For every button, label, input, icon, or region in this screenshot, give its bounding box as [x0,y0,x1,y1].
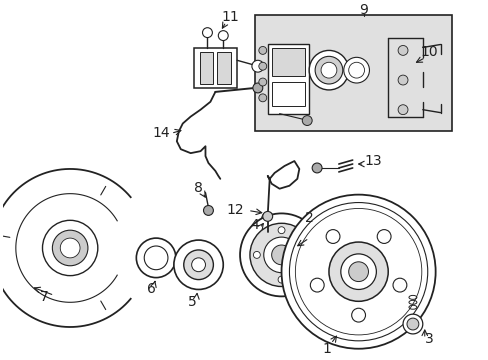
Text: 7: 7 [40,291,49,304]
Circle shape [402,314,422,334]
Circle shape [321,62,336,78]
Circle shape [52,230,88,266]
Circle shape [202,28,212,37]
Bar [271,49,305,76]
Circle shape [258,62,266,70]
Circle shape [328,242,387,301]
Circle shape [253,251,260,258]
Text: 5: 5 [188,295,197,309]
Bar [193,49,237,88]
Circle shape [258,46,266,54]
Text: 8: 8 [194,181,203,195]
Circle shape [302,251,309,258]
Circle shape [258,78,266,86]
Circle shape [271,245,291,265]
Circle shape [311,163,322,173]
Circle shape [376,230,390,243]
Text: 14: 14 [152,126,169,140]
Text: 13: 13 [364,154,382,168]
Text: 10: 10 [420,45,438,59]
Circle shape [314,57,342,84]
Bar [217,53,231,84]
Circle shape [308,50,348,90]
Circle shape [60,238,80,258]
Circle shape [397,75,407,85]
Circle shape [325,230,339,243]
Circle shape [174,240,223,289]
Circle shape [351,308,365,322]
Circle shape [258,94,266,102]
Circle shape [343,57,369,83]
Circle shape [251,60,263,72]
Circle shape [397,45,407,55]
Circle shape [310,278,324,292]
Circle shape [218,31,228,41]
Circle shape [278,227,285,234]
Circle shape [136,238,176,278]
Text: 12: 12 [226,203,244,217]
Circle shape [191,258,205,272]
Circle shape [340,254,376,289]
Text: 3: 3 [425,332,433,346]
Circle shape [262,211,272,221]
Text: 2: 2 [304,211,313,225]
Circle shape [406,318,418,330]
Bar [254,15,451,131]
Circle shape [263,237,299,273]
Circle shape [397,105,407,114]
Circle shape [261,212,273,224]
Circle shape [392,278,406,292]
Circle shape [302,116,311,126]
Circle shape [183,250,213,280]
Circle shape [278,276,285,283]
Bar [267,45,308,114]
Circle shape [203,206,213,215]
Bar [271,82,305,106]
Text: 4: 4 [250,218,259,232]
Text: 1: 1 [322,342,331,356]
Circle shape [252,83,262,93]
Text: 9: 9 [358,3,367,17]
Text: 11: 11 [221,10,239,24]
Circle shape [240,213,323,296]
Circle shape [281,195,435,349]
Circle shape [249,223,312,287]
Circle shape [348,262,368,282]
Circle shape [42,220,98,276]
Text: 6: 6 [146,283,155,297]
Bar [199,53,213,84]
